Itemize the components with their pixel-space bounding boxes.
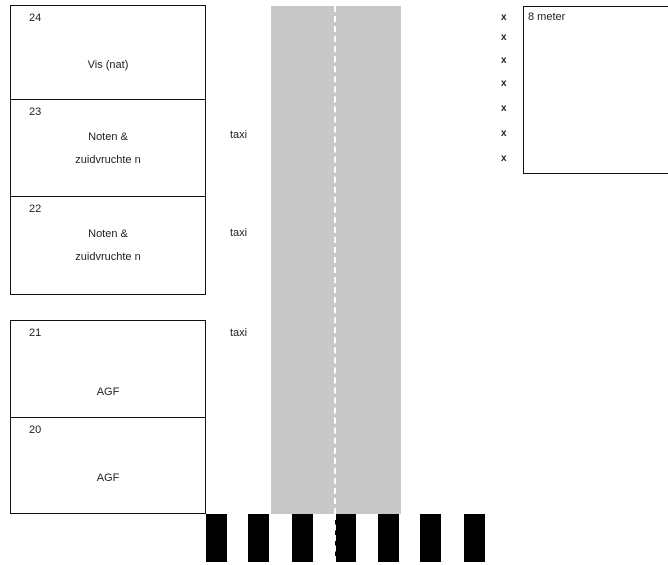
stall-21: 21 AGF — [10, 320, 206, 418]
crossing-stripe — [206, 514, 227, 562]
stall-number: 22 — [29, 203, 42, 215]
stall-label: Vis (nat) — [87, 59, 129, 71]
distance-box: 8 meter — [523, 6, 668, 174]
stall-number: 23 — [29, 106, 42, 118]
x-marker: x — [501, 103, 507, 114]
stall-number: 20 — [29, 424, 42, 436]
crossing-center-line — [334, 514, 336, 562]
stall-label: Noten & zuidvruchte n — [75, 131, 141, 166]
stall-24: 24 Vis (nat) — [10, 5, 206, 101]
taxi-label: taxi — [230, 129, 248, 141]
x-marker: x — [501, 12, 507, 23]
stall-label: AGF — [96, 386, 120, 398]
crossing-stripe — [420, 514, 441, 562]
x-marker: x — [501, 32, 507, 43]
road — [271, 6, 401, 514]
taxi-label: taxi — [230, 227, 248, 239]
stall-22: 22 Noten & zuidvruchte n — [10, 196, 206, 295]
x-marker: x — [501, 78, 507, 89]
stall-label: Noten & zuidvruchte n — [75, 228, 141, 263]
x-marker: x — [501, 128, 507, 139]
crossing-stripe — [378, 514, 399, 562]
stall-number: 21 — [29, 327, 42, 339]
stall-23: 23 Noten & zuidvruchte n — [10, 99, 206, 197]
x-marker: x — [501, 55, 507, 66]
crossing-stripe — [248, 514, 269, 562]
taxi-label: taxi — [230, 327, 248, 339]
distance-label: 8 meter — [528, 11, 566, 23]
crossing-stripe — [292, 514, 313, 562]
road-center-line — [334, 6, 336, 514]
crossing-stripe — [335, 514, 356, 562]
crossing-stripe — [464, 514, 485, 562]
stall-20: 20 AGF — [10, 417, 206, 514]
x-marker: x — [501, 153, 507, 164]
stall-label: AGF — [96, 472, 120, 484]
stall-number: 24 — [29, 12, 42, 24]
